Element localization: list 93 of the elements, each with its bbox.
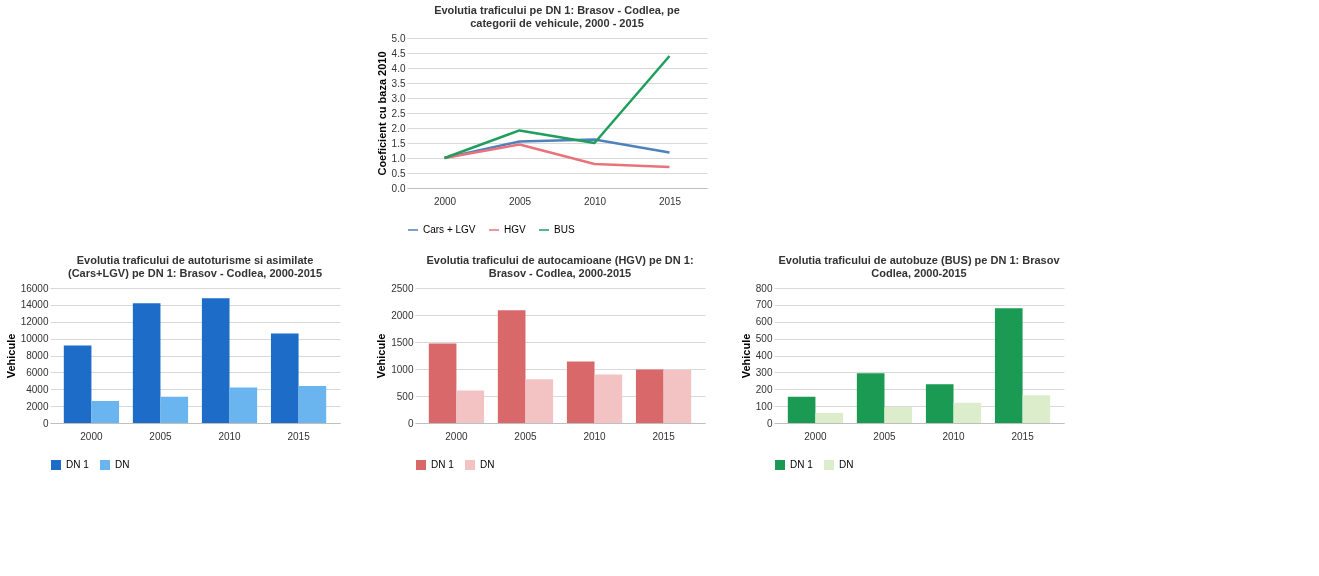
bar bbox=[456, 390, 485, 423]
y-tick-label: 5.0 bbox=[391, 32, 406, 44]
legend-label: HGV bbox=[504, 224, 526, 235]
bar bbox=[594, 374, 623, 423]
y-tick-label: 0 bbox=[407, 417, 414, 429]
y-tick-label: 3.0 bbox=[391, 92, 406, 104]
y-axis-title: Coeficient cu baza 2010 bbox=[375, 51, 388, 176]
legend-label: DN bbox=[115, 459, 130, 470]
bar bbox=[856, 373, 885, 423]
bar bbox=[201, 298, 230, 423]
legend-label: DN 1 bbox=[66, 459, 90, 470]
y-tick-label: 2.5 bbox=[391, 107, 406, 119]
x-tick-label: 2005 bbox=[149, 430, 173, 442]
x-tick-label: 2000 bbox=[804, 430, 827, 442]
y-tick-label: 8000 bbox=[26, 350, 49, 361]
y-axis-title: Vehicule bbox=[4, 333, 17, 379]
y-tick-label: 14000 bbox=[20, 299, 49, 311]
bar bbox=[815, 412, 844, 423]
x-tick-label: 2015 bbox=[652, 430, 676, 442]
bar bbox=[160, 396, 189, 423]
x-tick-label: 2010 bbox=[942, 430, 966, 442]
legend-label: BUS bbox=[554, 224, 575, 235]
bar bbox=[270, 333, 299, 423]
y-tick-label: 12000 bbox=[20, 316, 49, 328]
y-tick-label: 0 bbox=[42, 417, 49, 429]
x-tick-label: 2015 bbox=[287, 430, 311, 442]
bar bbox=[497, 310, 526, 423]
y-tick-label: 1000 bbox=[391, 363, 414, 375]
bar bbox=[63, 345, 92, 423]
x-tick-label: 2005 bbox=[514, 430, 538, 442]
bar bbox=[787, 396, 816, 423]
y-tick-label: 2000 bbox=[391, 309, 414, 321]
y-tick-label: 2000 bbox=[26, 400, 49, 412]
y-tick-label: 3.5 bbox=[391, 77, 406, 89]
y-tick-label: 800 bbox=[755, 282, 773, 294]
legend-label: DN bbox=[480, 459, 495, 470]
chart-title: Evolutia traficului de autoturisme si asimilate (Cars+LGV) pe DN 1: Brasov - Codlea, 2000-2015 bbox=[67, 254, 323, 279]
x-tick-label: 2000 bbox=[80, 430, 103, 442]
legend-label: Cars + LGV bbox=[423, 224, 476, 235]
x-tick-label: 2010 bbox=[583, 195, 607, 207]
y-tick-label: 500 bbox=[755, 333, 773, 345]
bar bbox=[566, 361, 595, 423]
y-tick-label: 1500 bbox=[391, 336, 414, 348]
x-tick-label: 2000 bbox=[433, 195, 457, 207]
chart-title: Evolutia traficului de autocamioane (HGV) pe DN 1: Brasov - Codlea, 2000-2015 bbox=[426, 254, 694, 279]
bar bbox=[91, 401, 120, 423]
legend-label: DN 1 bbox=[431, 459, 455, 470]
y-tick-label: 2500 bbox=[391, 282, 414, 294]
y-tick-label: 400 bbox=[755, 350, 773, 361]
y-tick-label: 4.0 bbox=[391, 62, 406, 74]
y-tick-label: 1.5 bbox=[391, 137, 406, 149]
bar bbox=[925, 384, 954, 423]
y-tick-label: 16000 bbox=[20, 282, 49, 294]
bar bbox=[884, 406, 913, 423]
x-tick-label: 2015 bbox=[658, 195, 682, 207]
chart-title: Evolutia traficului pe DN 1: Brasov - Codlea, pe categorii de vehicule, 2000 - 2015 bbox=[434, 4, 680, 29]
chart-title: Evolutia traficului de autobuze (BUS) pe DN 1: Brasov Codlea, 2000-2015 bbox=[778, 254, 1061, 279]
y-tick-label: 4.5 bbox=[391, 47, 406, 59]
y-tick-label: 700 bbox=[755, 299, 773, 311]
line-series bbox=[443, 54, 671, 160]
legend-label: DN 1 bbox=[790, 459, 814, 470]
y-tick-label: 0.0 bbox=[391, 182, 406, 194]
y-tick-label: 0 bbox=[766, 417, 773, 429]
bar bbox=[1022, 395, 1051, 423]
bar bbox=[953, 402, 982, 423]
y-tick-label: 2.0 bbox=[391, 122, 406, 134]
y-tick-label: 1.0 bbox=[391, 152, 406, 164]
y-axis-title: Vehicule bbox=[739, 333, 752, 379]
x-tick-label: 2010 bbox=[583, 430, 607, 442]
y-tick-label: 4000 bbox=[26, 383, 49, 395]
y-tick-label: 200 bbox=[755, 383, 773, 395]
bar bbox=[525, 379, 554, 423]
y-axis-title: Vehicule bbox=[375, 333, 388, 379]
bar bbox=[132, 303, 161, 423]
x-tick-label: 2010 bbox=[218, 430, 242, 442]
y-tick-label: 100 bbox=[755, 400, 773, 412]
x-tick-label: 2015 bbox=[1011, 430, 1035, 442]
y-tick-label: 600 bbox=[755, 316, 773, 328]
x-tick-label: 2005 bbox=[508, 195, 532, 207]
legend-label: DN bbox=[839, 459, 854, 470]
y-tick-label: 500 bbox=[396, 390, 414, 402]
bar bbox=[298, 385, 327, 423]
y-tick-label: 300 bbox=[755, 366, 773, 378]
bar bbox=[428, 343, 457, 423]
x-tick-label: 2005 bbox=[873, 430, 897, 442]
bar bbox=[994, 308, 1023, 423]
x-tick-label: 2000 bbox=[445, 430, 468, 442]
bar bbox=[635, 369, 664, 423]
y-tick-label: 0.5 bbox=[391, 167, 406, 179]
bar bbox=[663, 370, 692, 423]
y-tick-label: 6000 bbox=[26, 366, 49, 378]
bar bbox=[229, 387, 258, 423]
y-tick-label: 10000 bbox=[20, 333, 49, 345]
